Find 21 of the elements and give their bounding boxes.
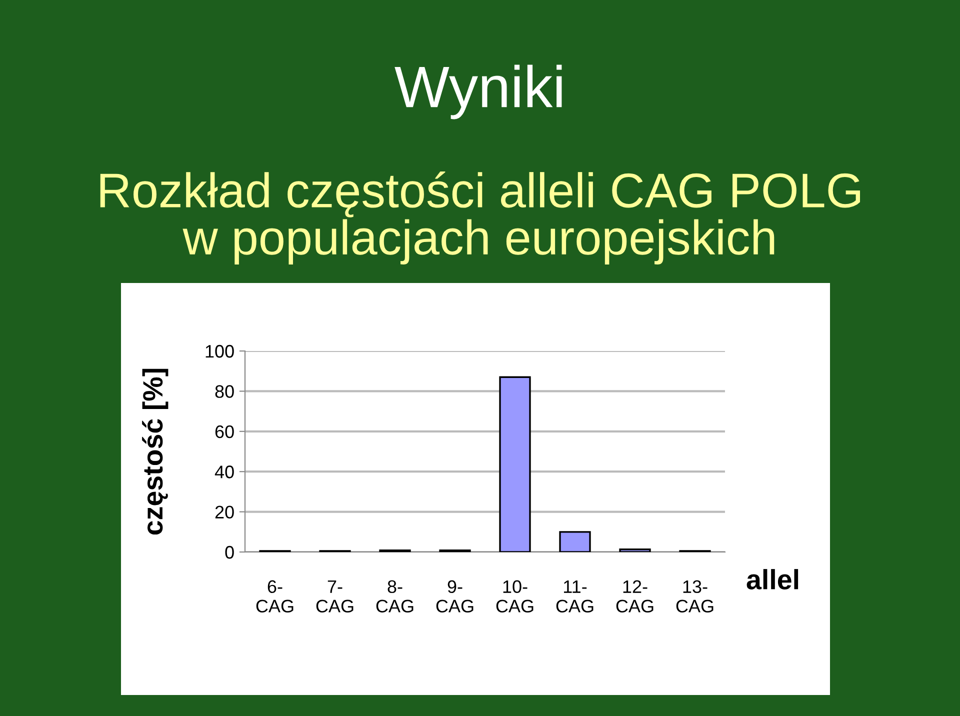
- x-axis-title: allel: [746, 569, 798, 590]
- x-tick-label: 9- CAG: [436, 580, 474, 612]
- x-tick-label: 12- CAG: [616, 580, 654, 612]
- x-tick-label: 8- CAG: [376, 580, 414, 612]
- x-tick-label: 6- CAG: [256, 580, 294, 612]
- y-axis-title: częstość [%]: [142, 368, 168, 535]
- y-tick-label: 0: [225, 546, 234, 559]
- bar: [619, 548, 651, 552]
- x-tick-label: 10- CAG: [496, 580, 534, 612]
- x-tick-label: 11- CAG: [556, 580, 594, 612]
- x-tick-label: 7- CAG: [316, 580, 354, 612]
- chart-subtitle: Rozkład częstości alleli CAG POLG w populacjach europejskich: [100, 171, 860, 265]
- y-tick-label: 20: [215, 506, 234, 519]
- bar: [499, 376, 531, 552]
- y-tick-label: 100: [206, 344, 234, 358]
- y-tick-label: 40: [214, 466, 234, 478]
- x-tick-label: 13- CAG: [676, 580, 714, 612]
- bar: [559, 531, 591, 552]
- y-tick-label: 80: [215, 385, 234, 398]
- y-tick-label: 60: [215, 425, 234, 438]
- chart-title: Wyniki: [394, 64, 562, 120]
